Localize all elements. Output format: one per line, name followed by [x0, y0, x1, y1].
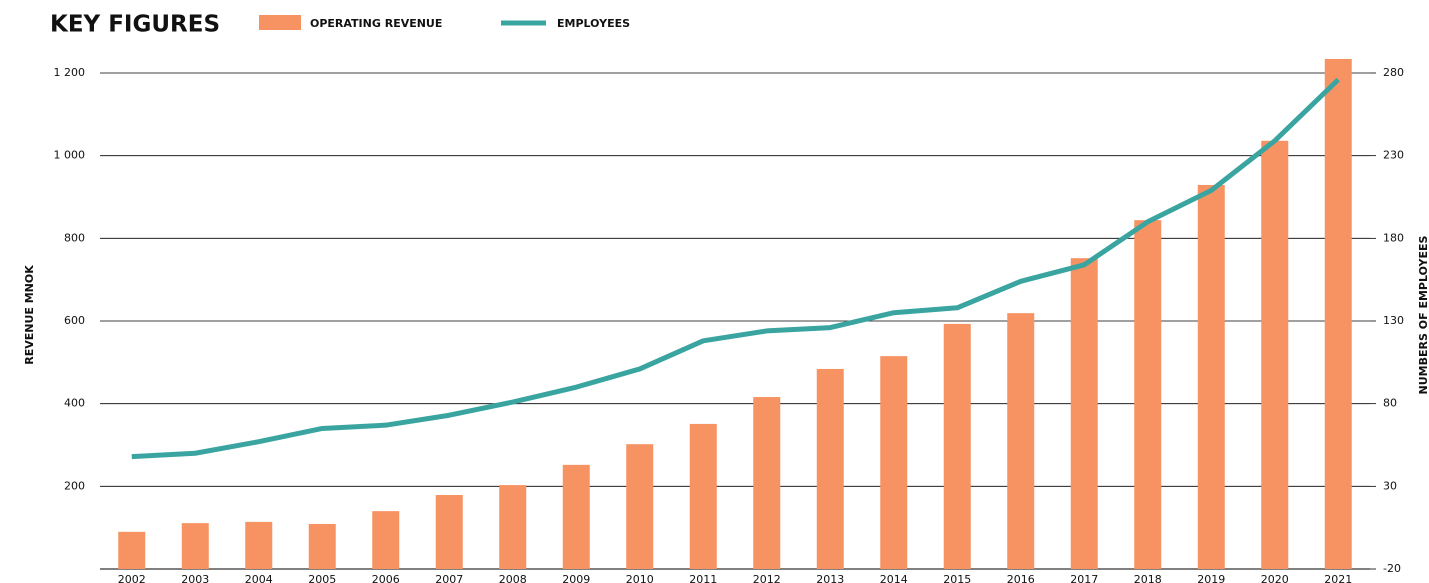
- x-tick-label: 2009: [562, 573, 590, 583]
- y-tick-label: 1 200: [54, 66, 86, 79]
- bar: [943, 323, 971, 569]
- bar: [1070, 258, 1098, 569]
- x-tick-label: 2013: [816, 573, 844, 583]
- bar: [499, 485, 527, 569]
- x-tick-label: 2015: [943, 573, 971, 583]
- x-tick-label: 2019: [1197, 573, 1225, 583]
- x-tick-label: 2020: [1261, 573, 1289, 583]
- bar: [308, 523, 336, 569]
- y2-tick-label: 280: [1383, 66, 1404, 79]
- bar: [689, 423, 717, 569]
- x-tick-label: 2006: [372, 573, 400, 583]
- y2-tick-label: 130: [1383, 314, 1404, 327]
- bar: [372, 511, 400, 569]
- bar: [181, 523, 209, 569]
- x-tick-label: 2012: [753, 573, 781, 583]
- bar: [1261, 140, 1289, 569]
- x-tick-label: 2016: [1007, 573, 1035, 583]
- bar: [626, 444, 654, 569]
- legend-label: OPERATING REVENUE: [310, 17, 442, 30]
- legend-swatch: [259, 15, 301, 30]
- bar: [753, 397, 781, 569]
- x-tick-label: 2018: [1134, 573, 1162, 583]
- y-axis-title: REVENUE MNOK: [23, 265, 36, 365]
- y-tick-label: 200: [64, 479, 85, 492]
- x-tick-label: 2017: [1070, 573, 1098, 583]
- y-tick-label: 800: [64, 231, 85, 244]
- y2-tick-label: 80: [1383, 397, 1397, 410]
- y2-tick-label: 230: [1383, 149, 1404, 162]
- y-tick-label: 600: [64, 314, 85, 327]
- y-tick-label: 400: [64, 397, 85, 410]
- x-tick-label: 2011: [689, 573, 717, 583]
- x-tick-label: 2004: [245, 573, 273, 583]
- bar: [1324, 58, 1352, 570]
- x-tick-label: 2002: [118, 573, 146, 583]
- bar: [1007, 313, 1035, 569]
- chart-title: KEY FIGURES: [50, 12, 220, 38]
- bar: [245, 521, 273, 569]
- bar: [880, 356, 908, 569]
- x-tick-label: 2005: [308, 573, 336, 583]
- x-tick-label: 2008: [499, 573, 527, 583]
- x-tick-label: 2010: [626, 573, 654, 583]
- x-tick-label: 2007: [435, 573, 463, 583]
- bar: [816, 368, 844, 569]
- y2-tick-label: -20: [1383, 562, 1401, 575]
- x-tick-label: 2021: [1324, 573, 1352, 583]
- line: [131, 77, 1340, 460]
- y-tick-label: 1 000: [54, 149, 86, 162]
- bar: [562, 464, 590, 569]
- legend-label: EMPLOYEES: [557, 17, 630, 30]
- x-tick-label: 2014: [880, 573, 908, 583]
- x-tick-label: 2003: [181, 573, 209, 583]
- bar: [1134, 220, 1162, 569]
- bar: [435, 495, 463, 569]
- bar: [118, 531, 146, 569]
- y2-tick-label: 30: [1383, 479, 1397, 492]
- y2-axis-title: NUMBERS OF EMPLOYEES: [1417, 235, 1429, 394]
- y2-tick-label: 180: [1383, 231, 1404, 244]
- bar: [1197, 185, 1225, 569]
